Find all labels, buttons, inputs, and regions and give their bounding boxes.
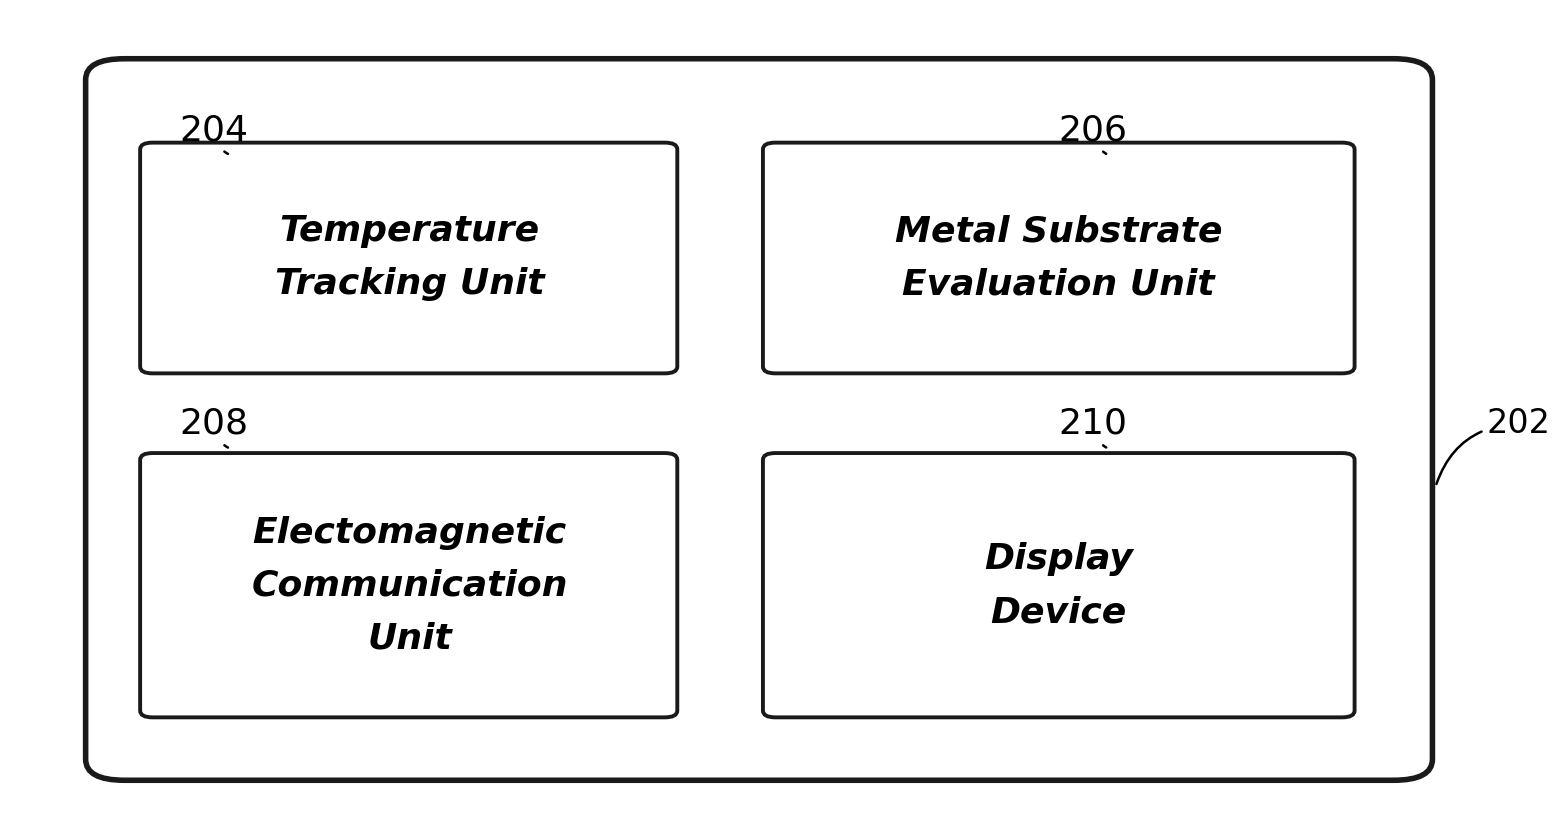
Text: Electomagnetic
Communication
Unit: Electomagnetic Communication Unit bbox=[251, 516, 568, 655]
Text: Temperature
Tracking Unit: Temperature Tracking Unit bbox=[274, 214, 545, 301]
FancyBboxPatch shape bbox=[140, 143, 677, 373]
Text: 210: 210 bbox=[1059, 407, 1127, 447]
Text: 204: 204 bbox=[179, 113, 248, 154]
Text: Metal Substrate
Evaluation Unit: Metal Substrate Evaluation Unit bbox=[895, 214, 1222, 301]
Text: 206: 206 bbox=[1059, 113, 1127, 154]
Text: 202: 202 bbox=[1437, 407, 1551, 484]
FancyBboxPatch shape bbox=[86, 59, 1432, 780]
FancyBboxPatch shape bbox=[763, 453, 1355, 717]
Text: 208: 208 bbox=[179, 407, 248, 447]
FancyBboxPatch shape bbox=[763, 143, 1355, 373]
FancyBboxPatch shape bbox=[140, 453, 677, 717]
Text: Display
Device: Display Device bbox=[984, 542, 1133, 629]
